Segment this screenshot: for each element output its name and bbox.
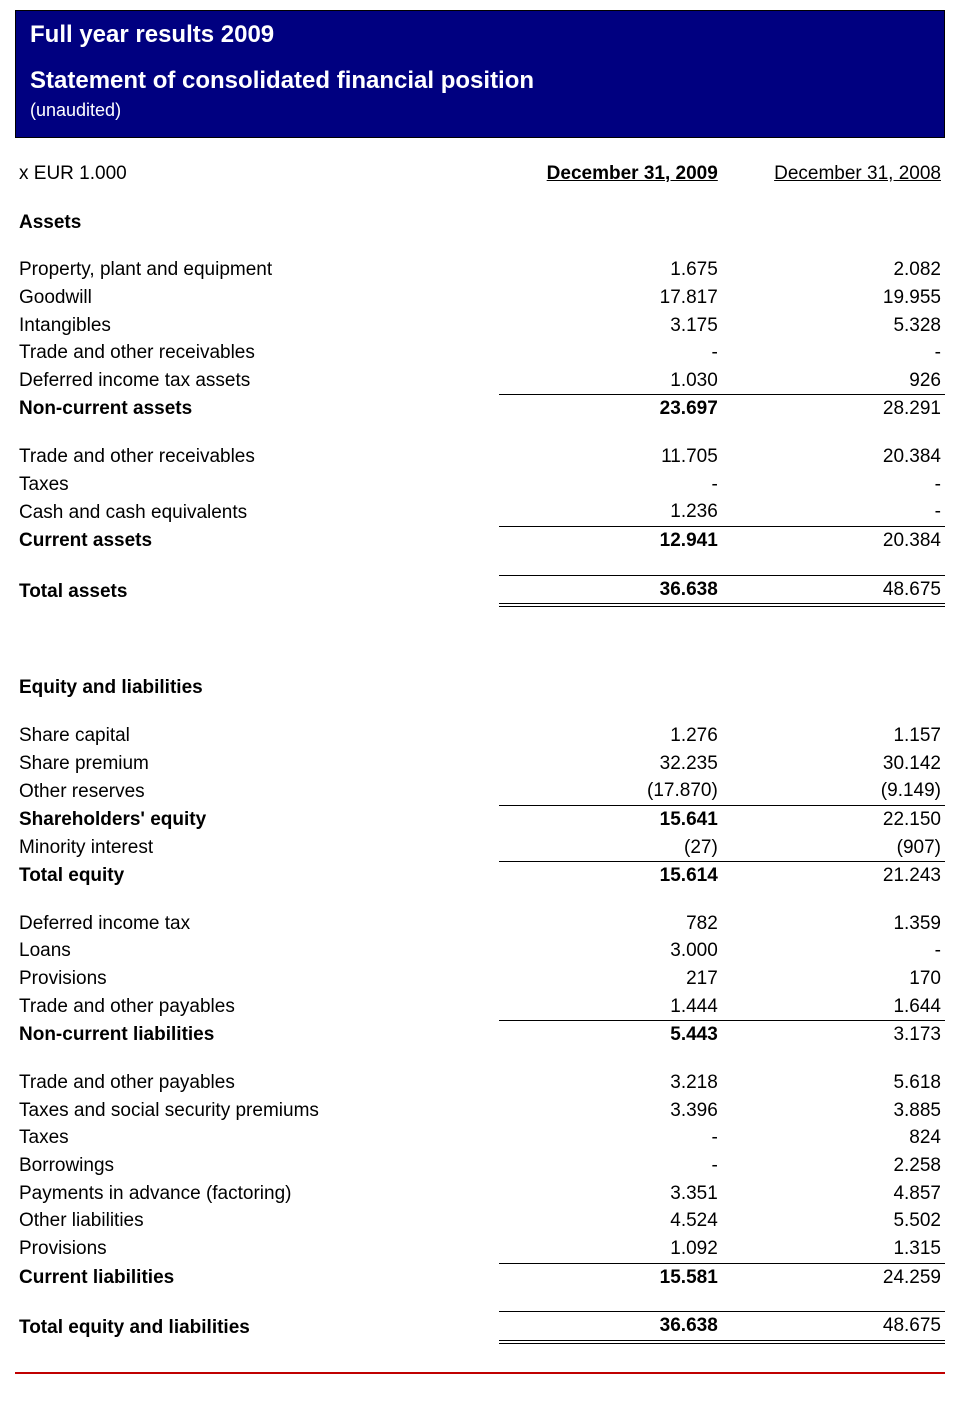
table-row: Cash and cash equivalents1.236- (15, 498, 945, 526)
table-row: Total equity15.61421.243 (15, 862, 945, 890)
table-row: Current liabilities15.58124.259 (15, 1263, 945, 1291)
table-row: Other liabilities4.5245.502 (15, 1207, 945, 1235)
assets-heading: Assets (15, 188, 499, 237)
table-row: Intangibles3.1755.328 (15, 312, 945, 340)
table-row: Deferred income tax assets1.030926 (15, 367, 945, 395)
header-bar: Full year results 2009 Statement of cons… (15, 10, 945, 138)
statement-subtitle: (unaudited) (30, 100, 121, 120)
financial-table: x EUR 1.000 December 31, 2009 December 3… (15, 160, 945, 1344)
table-row: Provisions1.0921.315 (15, 1235, 945, 1263)
table-row: Loans3.000- (15, 937, 945, 965)
table-row: Share premium32.23530.142 (15, 750, 945, 778)
table-row: Non-current assets23.69728.291 (15, 395, 945, 423)
footer-rule (15, 1372, 945, 1374)
table-row: Taxes and social security premiums3.3963… (15, 1097, 945, 1125)
table-row: Provisions217170 (15, 965, 945, 993)
statement-title-text: Statement of consolidated financial posi… (30, 67, 534, 94)
table-row: Total assets36.63848.675 (15, 575, 945, 605)
equity-liab-heading: Equity and liabilities (15, 653, 499, 702)
table-row: Taxes-- (15, 471, 945, 499)
statement-title: Statement of consolidated financial posi… (30, 67, 930, 123)
table-row: Minority interest(27)(907) (15, 834, 945, 862)
table-row: Trade and other receivables-- (15, 339, 945, 367)
col-2009: December 31, 2009 (499, 160, 722, 188)
table-row: Payments in advance (factoring)3.3514.85… (15, 1180, 945, 1208)
table-row: Trade and other payables3.2185.618 (15, 1069, 945, 1097)
table-row: Other reserves(17.870)(9.149) (15, 777, 945, 805)
table-row: Trade and other payables1.4441.644 (15, 993, 945, 1021)
table-row: Non-current liabilities5.4433.173 (15, 1021, 945, 1049)
table-row: Total equity and liabilities36.63848.675 (15, 1312, 945, 1342)
report-title: Full year results 2009 (30, 21, 930, 49)
table-row: Current assets12.94120.384 (15, 527, 945, 555)
col-2008: December 31, 2008 (722, 160, 945, 188)
table-row: Taxes-824 (15, 1124, 945, 1152)
table-row: Deferred income tax7821.359 (15, 910, 945, 938)
table-row: Trade and other receivables11.70520.384 (15, 443, 945, 471)
unit-label: x EUR 1.000 (15, 160, 499, 188)
page: Full year results 2009 Statement of cons… (0, 0, 960, 1404)
table-row: Shareholders' equity15.64122.150 (15, 805, 945, 833)
table-row: Borrowings-2.258 (15, 1152, 945, 1180)
column-header-row: x EUR 1.000 December 31, 2009 December 3… (15, 160, 945, 188)
table-row: Property, plant and equipment1.6752.082 (15, 256, 945, 284)
table-row: Share capital1.2761.157 (15, 722, 945, 750)
table-row: Goodwill17.81719.955 (15, 284, 945, 312)
